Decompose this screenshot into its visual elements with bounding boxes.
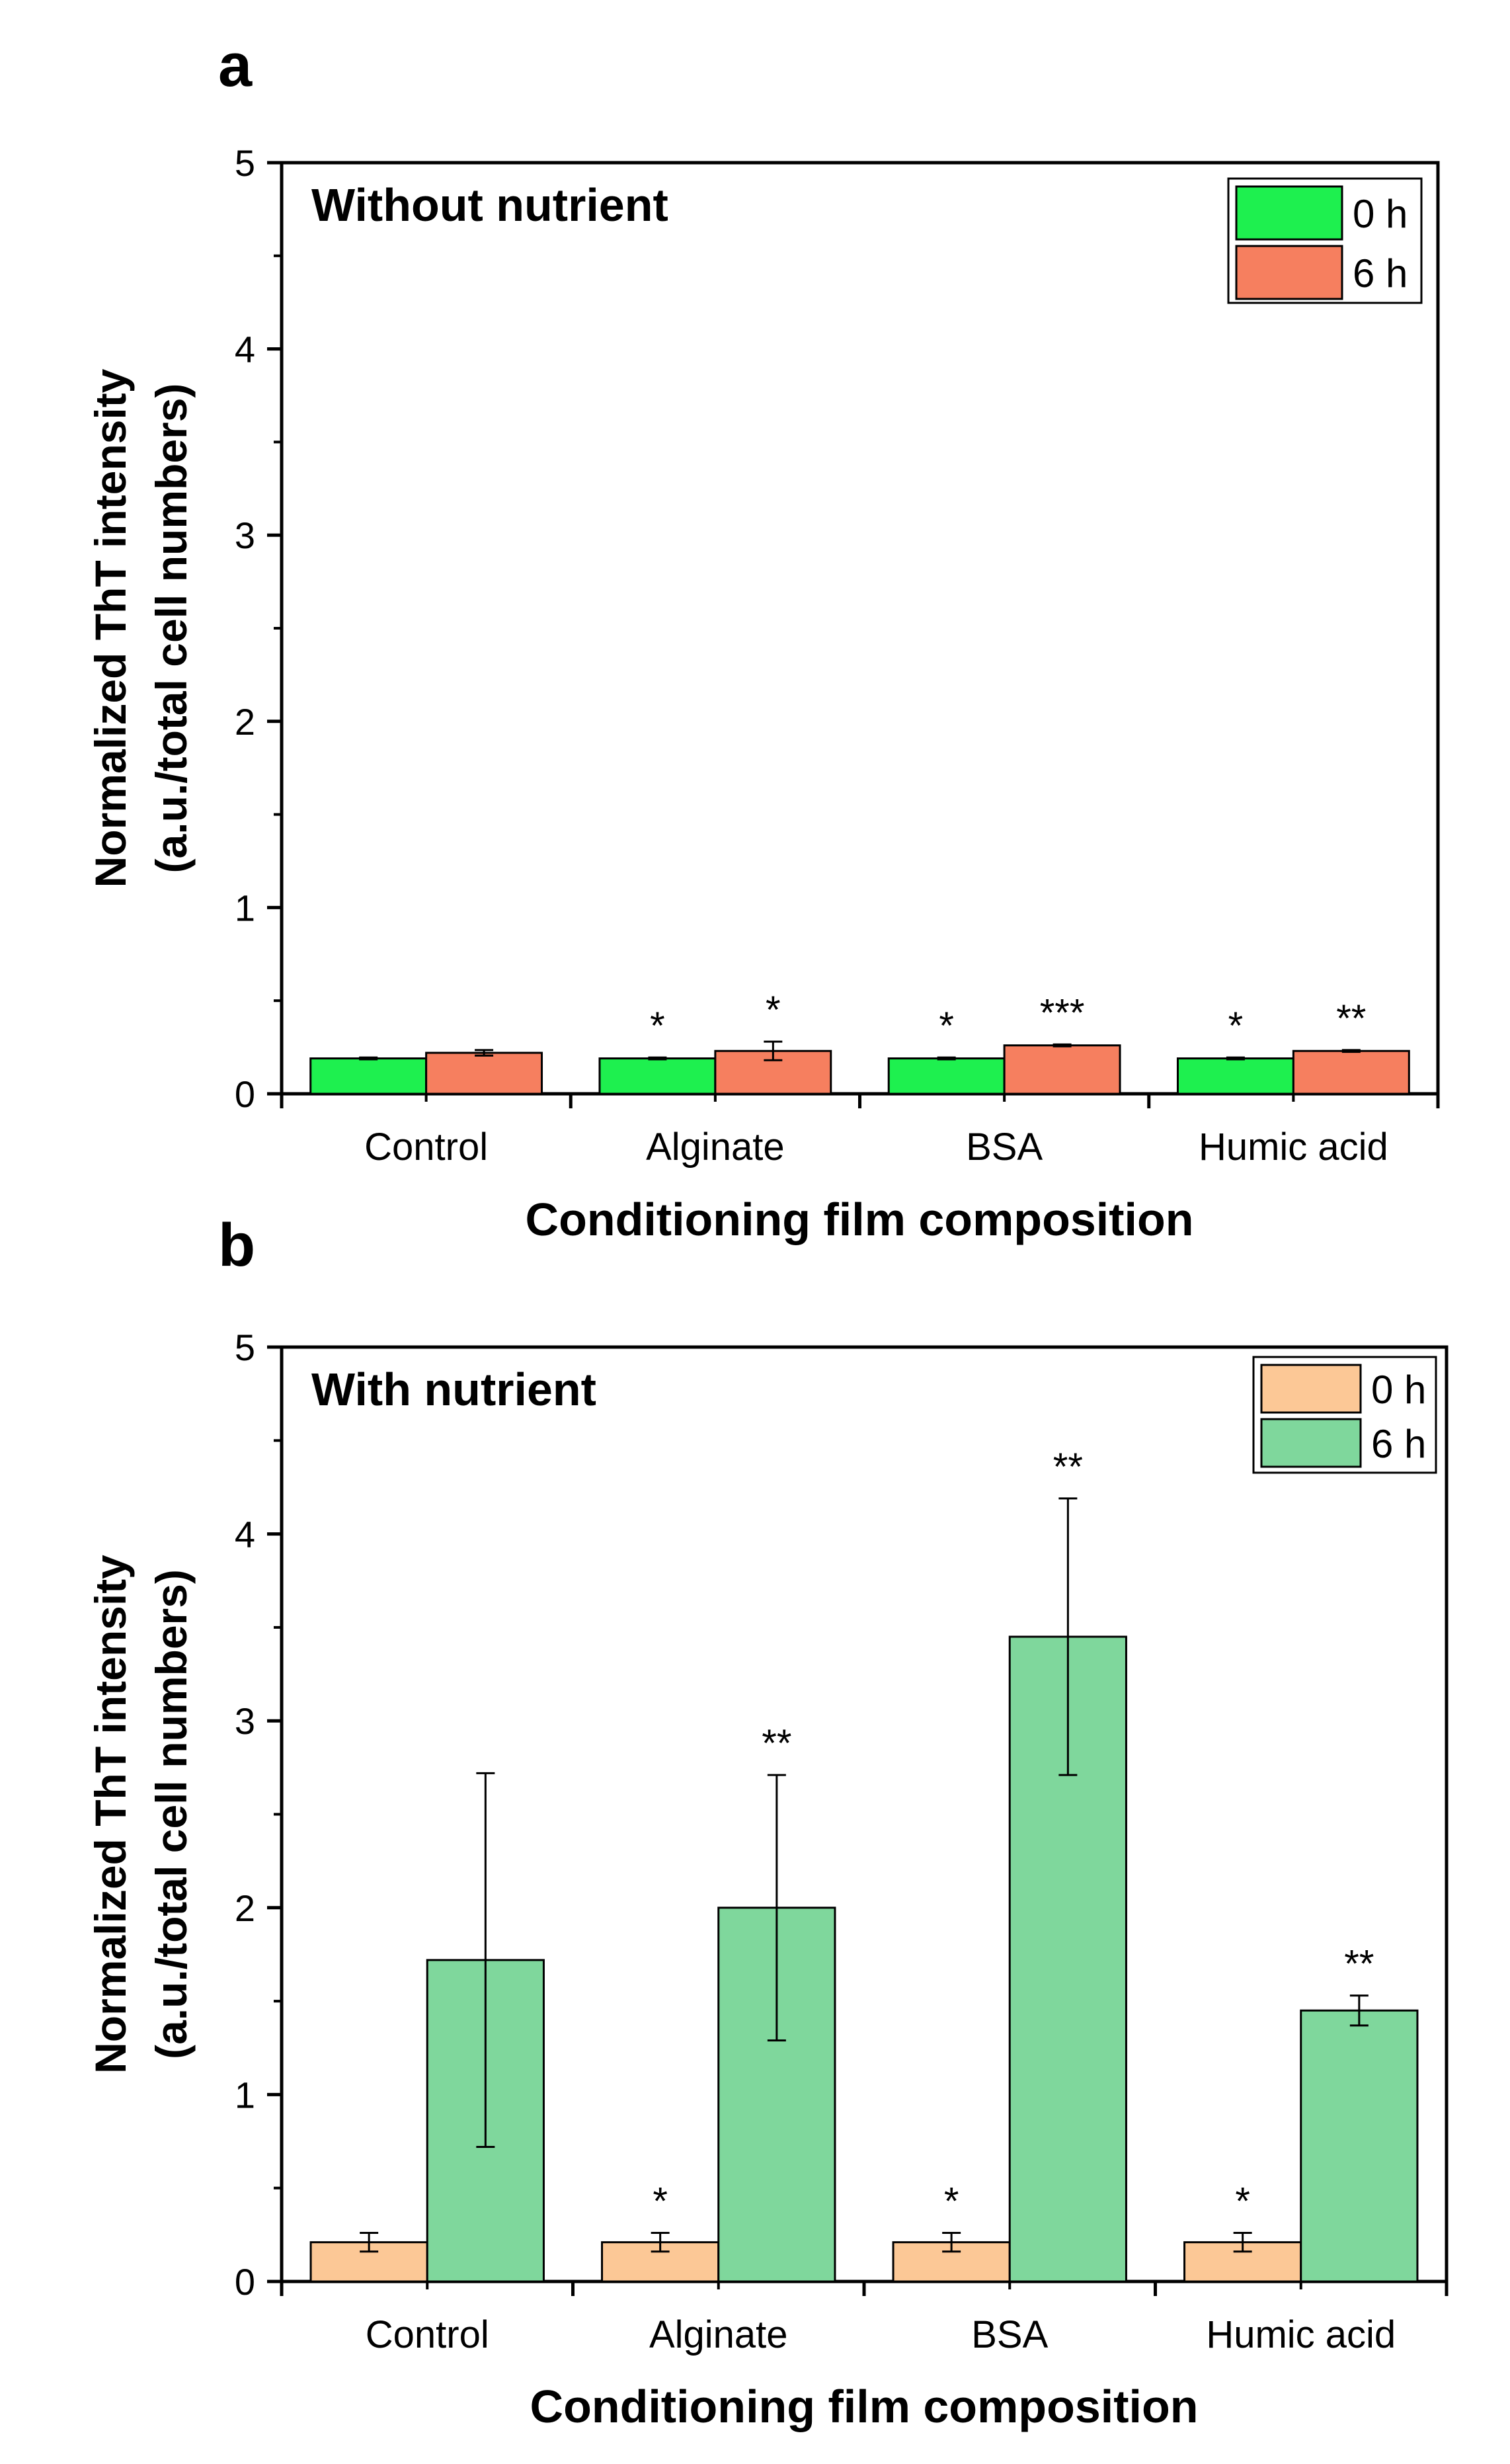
significance-marker: * [650, 1005, 665, 1047]
x-tick-label: Humic acid [1199, 1126, 1388, 1169]
significance-marker: * [1228, 1005, 1244, 1047]
significance-marker: * [653, 2180, 668, 2223]
chart-title: With nutrient [311, 1364, 596, 1415]
error-bar [1341, 1049, 1361, 1053]
y-tick-label: 5 [235, 1327, 255, 1368]
error-bar [1349, 1994, 1369, 2027]
y-axis-label-line2: (a.u./total cell numbers) [147, 1569, 196, 2059]
legend: 0 h6 h [1227, 177, 1423, 304]
error-bar [648, 1056, 667, 1061]
panel-label: b [218, 1211, 255, 1279]
significance-marker: ** [1344, 1943, 1374, 1986]
y-tick-label: 4 [235, 329, 255, 370]
x-tick-label: BSA [966, 1126, 1043, 1169]
error-bar [937, 1056, 956, 1061]
x-axis-label: Conditioning film composition [530, 2381, 1199, 2432]
bar-0h-humic-acid [1176, 1057, 1294, 1095]
significance-marker: * [939, 1005, 954, 1047]
x-tick-label: BSA [971, 2313, 1048, 2356]
y-tick-label: 1 [235, 2074, 255, 2115]
legend-swatch [1235, 245, 1343, 300]
significance-marker: *** [1040, 991, 1085, 1034]
x-tick-label: Humic acid [1206, 2313, 1396, 2356]
error-bar [651, 2232, 670, 2253]
significance-marker: ** [1053, 1446, 1083, 1489]
bar-6h-humic-acid [1300, 2009, 1419, 2283]
error-bar [764, 1040, 783, 1061]
error-bar [359, 1056, 378, 1061]
legend-label: 0 h [1371, 1368, 1426, 1412]
y-axis-label-line1: Normalized ThT intensity [86, 368, 135, 887]
y-axis-label: Normalized ThT intensity (a.u./total cell… [86, 1555, 196, 2074]
bar-6h-bsa [1003, 1044, 1121, 1095]
y-tick-label: 1 [235, 887, 255, 928]
error-bar [1233, 2232, 1252, 2253]
legend-swatch [1260, 1418, 1362, 1468]
significance-marker: * [766, 989, 781, 1032]
y-tick-label: 5 [235, 142, 255, 184]
error-bar [1053, 1043, 1072, 1047]
x-tick-label: Alginate [649, 2313, 788, 2356]
y-tick-label: 0 [235, 2261, 255, 2303]
significance-marker: ** [762, 1722, 791, 1765]
x-tick-label: Control [364, 1126, 488, 1169]
y-tick-label: 3 [235, 1700, 255, 1742]
bar-0h-alginate [598, 1057, 717, 1095]
y-tick-label: 2 [235, 1887, 255, 1929]
legend-swatch [1260, 1364, 1362, 1414]
panel-label: a [218, 32, 253, 99]
bar-6h-control [425, 1051, 543, 1095]
y-axis-label: Normalized ThT intensity (a.u./total cell… [86, 368, 196, 887]
bar-0h-bsa [887, 1057, 1006, 1095]
error-bar [1226, 1056, 1245, 1061]
error-bar [767, 1774, 786, 2041]
x-tick-label: Alginate [646, 1126, 785, 1169]
error-bar [1058, 1497, 1078, 1776]
significance-marker: * [944, 2180, 959, 2223]
legend-swatch [1235, 185, 1343, 241]
legend-label: 0 h [1353, 192, 1408, 236]
bar-6h-humic-acid [1292, 1049, 1410, 1095]
significance-marker: * [1235, 2180, 1250, 2223]
y-axis-label-line2: (a.u./total cell numbers) [147, 384, 196, 874]
y-tick-label: 0 [235, 1073, 255, 1115]
x-tick-label: Control [366, 2313, 489, 2356]
significance-marker: ** [1336, 997, 1366, 1040]
y-tick-label: 4 [235, 1514, 255, 1555]
error-bar [475, 1049, 494, 1057]
y-tick-label: 2 [235, 701, 255, 743]
error-bar [360, 2232, 379, 2253]
error-bar [476, 1772, 495, 2149]
y-tick-label: 3 [235, 514, 255, 556]
chart-title: Without nutrient [311, 179, 668, 231]
legend-label: 6 h [1371, 1422, 1426, 1466]
bar-0h-control [309, 1057, 428, 1095]
y-axis-label-line1: Normalized ThT intensity [86, 1555, 135, 2074]
legend-label: 6 h [1353, 251, 1408, 296]
error-bar [942, 2232, 961, 2253]
legend: 0 h6 h [1252, 1356, 1437, 1474]
x-axis-label: Conditioning film composition [526, 1194, 1194, 1245]
